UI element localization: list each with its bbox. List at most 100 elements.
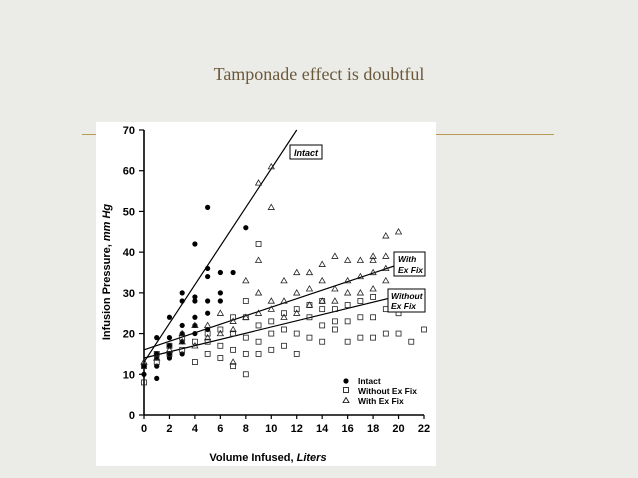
point-with-ex-fix <box>293 268 301 276</box>
legend-with-marker <box>342 396 350 403</box>
point-without-ex-fix <box>192 338 198 345</box>
x-tick-label: 2 <box>166 423 172 435</box>
point-with-ex-fix <box>369 256 377 263</box>
point-without-ex-fix <box>179 334 186 341</box>
point-without-ex-fix <box>153 351 160 357</box>
point-without-ex-fix <box>357 314 364 321</box>
point-with-ex-fix <box>369 284 377 292</box>
x-tick-label: 10 <box>265 423 277 435</box>
point-without-ex-fix <box>217 342 224 349</box>
title-rule-right <box>436 134 554 135</box>
point-with-ex-fix <box>382 276 390 284</box>
with-ex-fix-line-label: With Ex Fix <box>393 251 426 277</box>
x-tick-label: 12 <box>291 423 303 435</box>
y-tick-label: 20 <box>123 329 135 341</box>
point-with-ex-fix <box>153 354 161 361</box>
point-intact <box>192 298 198 304</box>
scatter-chart: 0 10 20 30 40 50 60 70 0 2 4 6 8 10 12 14 16 18 20 22 Inta… <box>101 125 430 464</box>
y-tick-label: 0 <box>129 410 135 422</box>
legend-intact-marker <box>343 378 349 384</box>
point-with-ex-fix <box>356 289 365 296</box>
y-axis-ticks: 0 10 20 30 40 50 60 70 <box>123 125 144 422</box>
point-with-ex-fix <box>203 333 212 341</box>
legend-without-label: Without Ex Fix <box>358 386 417 396</box>
point-without-ex-fix <box>281 342 287 349</box>
point-without-ex-fix <box>166 342 173 349</box>
point-without-ex-fix <box>242 298 249 304</box>
without-ex-fix-label-line1: Without <box>391 291 424 301</box>
point-without-ex-fix <box>421 326 427 333</box>
point-without-ex-fix <box>357 298 364 304</box>
point-with-ex-fix <box>178 337 186 345</box>
point-without-ex-fix <box>370 294 376 300</box>
point-with-ex-fix <box>382 232 390 239</box>
x-tick-label: 4 <box>192 423 199 435</box>
legend-with-label: With Ex Fix <box>358 396 404 406</box>
point-with-ex-fix <box>343 289 352 296</box>
point-with-ex-fix <box>267 305 275 312</box>
x-tick-label: 22 <box>418 423 430 435</box>
point-with-ex-fix <box>305 301 314 308</box>
point-intact <box>192 241 198 247</box>
x-tick-label: 14 <box>316 423 329 435</box>
point-without-ex-fix <box>293 351 300 357</box>
point-with-ex-fix <box>394 227 403 235</box>
y-tick-label: 10 <box>123 369 135 381</box>
point-without-ex-fix <box>255 241 262 247</box>
point-without-ex-fix <box>293 306 300 313</box>
point-with-ex-fix <box>356 272 365 280</box>
point-with-ex-fix <box>343 256 352 263</box>
point-with-ex-fix <box>331 297 339 304</box>
point-without-ex-fix <box>242 371 249 378</box>
point-intact <box>243 225 249 231</box>
point-intact <box>179 290 185 296</box>
point-with-ex-fix <box>318 276 326 284</box>
point-without-ex-fix <box>217 326 224 333</box>
point-without-ex-fix <box>153 359 160 365</box>
point-without-ex-fix <box>281 326 287 333</box>
point-with-ex-fix <box>191 341 199 349</box>
point-without-ex-fix <box>382 330 389 337</box>
point-without-ex-fix <box>255 338 262 345</box>
point-with-ex-fix <box>178 329 186 337</box>
point-intact <box>217 269 223 276</box>
point-with-ex-fix <box>254 309 263 316</box>
point-intact <box>217 298 223 304</box>
y-axis-title: Infusion Pressure, mm Hg <box>101 204 113 341</box>
point-intact <box>166 351 173 357</box>
point-with-ex-fix <box>293 309 301 316</box>
point-without-ex-fix <box>230 330 236 337</box>
point-with-ex-fix <box>280 313 288 320</box>
point-without-ex-fix <box>230 363 236 370</box>
y-tick-label: 70 <box>123 125 135 137</box>
y-tick-label: 60 <box>123 166 135 178</box>
point-without-ex-fix <box>141 379 147 386</box>
point-without-ex-fix <box>332 326 338 333</box>
point-with-ex-fix <box>267 203 275 210</box>
with-ex-fix-label-line1: With <box>398 254 416 264</box>
y-tick-label: 40 <box>123 247 135 259</box>
point-with-ex-fix <box>229 358 237 365</box>
y-axis-title-unit: mm Hg <box>101 204 113 242</box>
point-with-ex-fix <box>216 329 225 337</box>
point-with-ex-fix <box>229 317 237 324</box>
x-tick-label: 0 <box>141 423 147 435</box>
y-tick-label: 50 <box>123 206 135 218</box>
point-with-ex-fix <box>331 252 339 259</box>
point-without-ex-fix <box>370 334 376 341</box>
point-without-ex-fix <box>395 330 402 337</box>
point-without-ex-fix <box>281 310 287 317</box>
legend-without-marker <box>343 387 349 393</box>
point-intact <box>205 273 211 280</box>
point-without-ex-fix <box>230 346 236 353</box>
point-with-ex-fix <box>140 358 148 365</box>
intact-line-label-text: Intact <box>294 148 319 158</box>
point-without-ex-fix <box>192 359 198 365</box>
point-without-ex-fix <box>293 330 300 337</box>
point-with-ex-fix <box>229 325 237 333</box>
point-without-ex-fix <box>255 322 262 329</box>
intact-line-label: Intact <box>289 144 323 160</box>
x-axis-title-unit: Liters <box>297 452 327 464</box>
data-points <box>140 162 427 386</box>
point-with-ex-fix <box>318 297 326 304</box>
